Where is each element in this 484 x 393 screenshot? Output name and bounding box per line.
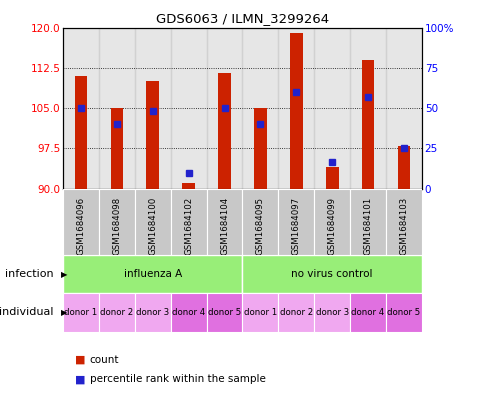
Bar — [361, 60, 374, 189]
Bar — [289, 33, 302, 189]
Bar — [314, 293, 349, 332]
Bar — [206, 189, 242, 255]
Text: individual: individual — [0, 307, 53, 318]
Text: GSM1684098: GSM1684098 — [112, 196, 121, 255]
Bar — [218, 73, 230, 189]
Bar — [385, 189, 421, 255]
Text: GSM1684095: GSM1684095 — [256, 196, 264, 255]
Bar — [314, 189, 349, 255]
Bar — [242, 255, 421, 293]
Bar — [63, 255, 242, 293]
Bar — [99, 28, 135, 189]
Bar — [349, 189, 385, 255]
Text: influenza A: influenza A — [123, 269, 182, 279]
Bar — [325, 167, 338, 189]
Bar — [99, 189, 135, 255]
Bar — [254, 108, 266, 189]
Bar — [63, 293, 99, 332]
Bar — [385, 293, 421, 332]
Bar — [135, 28, 170, 189]
Bar — [242, 28, 278, 189]
Bar — [170, 28, 206, 189]
Bar — [278, 28, 314, 189]
Text: donor 3: donor 3 — [315, 308, 348, 317]
Bar — [314, 28, 349, 189]
Text: ■: ■ — [75, 354, 86, 365]
Text: GSM1684103: GSM1684103 — [399, 196, 408, 255]
Text: GSM1684096: GSM1684096 — [76, 196, 85, 255]
Bar — [349, 293, 385, 332]
Bar — [278, 293, 314, 332]
Bar — [278, 189, 314, 255]
Text: GDS6063 / ILMN_3299264: GDS6063 / ILMN_3299264 — [156, 12, 328, 25]
Bar — [242, 293, 278, 332]
Text: donor 4: donor 4 — [172, 308, 205, 317]
Text: donor 5: donor 5 — [208, 308, 241, 317]
Text: no virus control: no virus control — [291, 269, 372, 279]
Text: GSM1684102: GSM1684102 — [184, 196, 193, 255]
Bar — [135, 189, 170, 255]
Bar — [206, 28, 242, 189]
Bar — [206, 293, 242, 332]
Bar — [170, 293, 206, 332]
Text: percentile rank within the sample: percentile rank within the sample — [90, 374, 265, 384]
Text: GSM1684100: GSM1684100 — [148, 196, 157, 255]
Bar — [110, 108, 123, 189]
Bar — [397, 146, 409, 189]
Text: donor 4: donor 4 — [351, 308, 384, 317]
Text: GSM1684104: GSM1684104 — [220, 196, 228, 255]
Bar — [63, 28, 99, 189]
Bar — [170, 189, 206, 255]
Text: count: count — [90, 354, 119, 365]
Text: donor 1: donor 1 — [64, 308, 97, 317]
Bar — [99, 293, 135, 332]
Text: donor 1: donor 1 — [243, 308, 276, 317]
Text: infection: infection — [5, 269, 53, 279]
Bar — [349, 28, 385, 189]
Text: ■: ■ — [75, 374, 86, 384]
Bar — [75, 76, 87, 189]
Bar — [242, 189, 278, 255]
Bar — [146, 81, 159, 189]
Text: donor 3: donor 3 — [136, 308, 169, 317]
Bar — [385, 28, 421, 189]
Text: donor 2: donor 2 — [100, 308, 133, 317]
Text: ▶: ▶ — [60, 308, 67, 317]
Bar — [63, 189, 99, 255]
Bar — [182, 183, 195, 189]
Text: donor 2: donor 2 — [279, 308, 312, 317]
Text: GSM1684101: GSM1684101 — [363, 196, 372, 255]
Text: ▶: ▶ — [60, 270, 67, 279]
Bar — [135, 293, 170, 332]
Text: GSM1684099: GSM1684099 — [327, 196, 336, 255]
Text: GSM1684097: GSM1684097 — [291, 196, 300, 255]
Text: donor 5: donor 5 — [387, 308, 420, 317]
